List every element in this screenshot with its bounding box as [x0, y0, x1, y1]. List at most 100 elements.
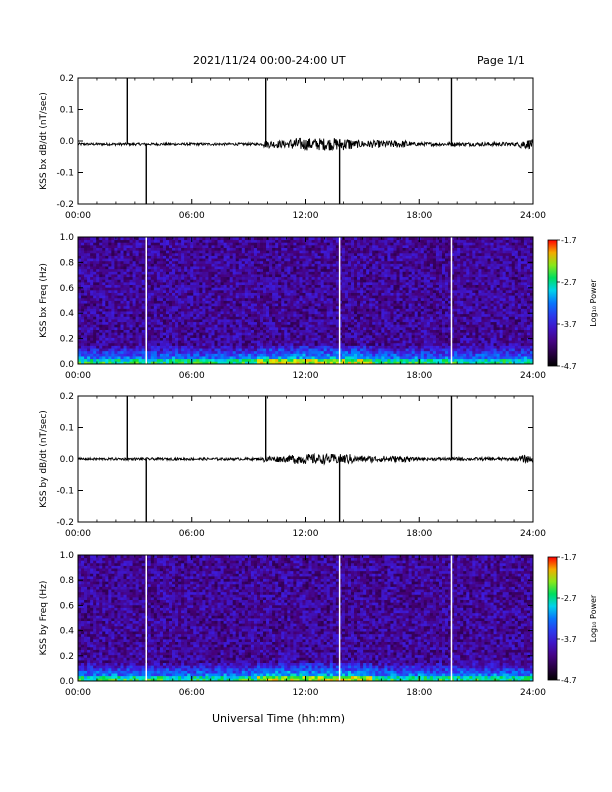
- heat-cell: [372, 316, 376, 320]
- heat-cell: [172, 263, 176, 267]
- heat-cell: [305, 348, 309, 352]
- heat-cell: [162, 258, 167, 262]
- heat-cell: [272, 260, 276, 264]
- heat-cell: [369, 289, 373, 293]
- heat-cell: [102, 260, 106, 264]
- heat-cell: [290, 297, 294, 301]
- heat-cell: [311, 337, 315, 341]
- heat-cell: [314, 260, 319, 264]
- heat-cell: [99, 250, 103, 254]
- heat-cell: [96, 268, 100, 272]
- heat-cell: [162, 311, 167, 315]
- heat-cell: [287, 334, 291, 338]
- heat-cell: [169, 239, 173, 243]
- heat-cell: [381, 276, 385, 280]
- heat-cell: [96, 319, 100, 323]
- heat-cell: [372, 284, 376, 288]
- heat-cell: [275, 274, 279, 278]
- heat-cell: [241, 247, 246, 251]
- heat-cell: [178, 350, 182, 354]
- heat-cell: [293, 353, 297, 357]
- heat-cell: [156, 250, 161, 254]
- heat-cell: [372, 324, 376, 328]
- heat-cell: [344, 332, 349, 336]
- heat-cell: [165, 292, 170, 296]
- heat-cell: [138, 342, 143, 346]
- heat-cell: [123, 250, 127, 254]
- heat-cell: [338, 271, 343, 275]
- heat-cell: [347, 297, 352, 301]
- heat-cell: [263, 255, 267, 259]
- heat-cell: [296, 342, 300, 346]
- heat-cell: [187, 281, 191, 286]
- heat-cell: [299, 313, 303, 317]
- heat-cell: [232, 308, 237, 312]
- heat-cell: [351, 255, 355, 259]
- heat-cell: [159, 313, 164, 317]
- heat-cell: [314, 348, 319, 352]
- heat-cell: [211, 342, 215, 346]
- heat-cell: [135, 300, 140, 304]
- heat-cell: [323, 305, 328, 309]
- heat-cell: [178, 326, 182, 331]
- heat-cell: [159, 342, 164, 346]
- heat-cell: [238, 266, 243, 270]
- heat-cell: [184, 289, 188, 293]
- heat-cell: [281, 311, 285, 315]
- heat-cell: [263, 332, 267, 336]
- heat-cell: [272, 279, 276, 283]
- heat-cell: [120, 300, 124, 304]
- heat-cell: [165, 252, 170, 256]
- heat-cell: [202, 353, 206, 357]
- heat-cell: [135, 289, 140, 293]
- heat-cell: [384, 334, 388, 338]
- heat-cell: [193, 274, 197, 278]
- heat-cell: [190, 287, 194, 291]
- heat-cell: [308, 326, 312, 331]
- heat-cell: [202, 342, 206, 346]
- heat-cell: [302, 308, 306, 312]
- heat-cell: [384, 319, 388, 323]
- heat-cell: [84, 329, 88, 333]
- heat-cell: [102, 292, 106, 296]
- heat-cell: [193, 300, 197, 304]
- heat-cell: [162, 324, 167, 328]
- heat-cell: [357, 337, 361, 341]
- heat-cell: [220, 292, 224, 296]
- heat-cell: [96, 295, 100, 299]
- heat-cell: [302, 303, 306, 307]
- heat-cell: [129, 348, 133, 352]
- heat-cell: [238, 268, 243, 272]
- heat-cell: [93, 237, 97, 241]
- heat-cell: [293, 350, 297, 354]
- heat-cell: [229, 319, 234, 323]
- heat-cell: [335, 242, 340, 246]
- heat-cell: [260, 266, 264, 270]
- heat-cell: [266, 250, 270, 254]
- heat-cell: [181, 313, 185, 317]
- heat-cell: [256, 247, 261, 251]
- heat-cell: [275, 340, 279, 344]
- heat-cell: [360, 268, 364, 272]
- heat-cell: [272, 311, 276, 315]
- heat-cell: [181, 263, 185, 267]
- heat-cell: [366, 258, 370, 262]
- heat-cell: [120, 255, 124, 259]
- heat-cell: [387, 361, 391, 365]
- heat-cell: [272, 268, 276, 272]
- heat-cell: [293, 244, 297, 248]
- heat-cell: [308, 324, 312, 328]
- heat-cell: [235, 332, 240, 336]
- heat-cell: [384, 356, 388, 360]
- heat-cell: [129, 287, 133, 291]
- heat-cell: [354, 244, 358, 248]
- heat-cell: [363, 276, 367, 280]
- heat-cell: [126, 263, 130, 267]
- heat-cell: [347, 263, 352, 267]
- heat-cell: [150, 316, 155, 320]
- heat-cell: [317, 345, 322, 349]
- heat-cell: [141, 284, 146, 288]
- heat-cell: [302, 263, 306, 267]
- heat-cell: [150, 266, 155, 270]
- heat-cell: [354, 305, 358, 309]
